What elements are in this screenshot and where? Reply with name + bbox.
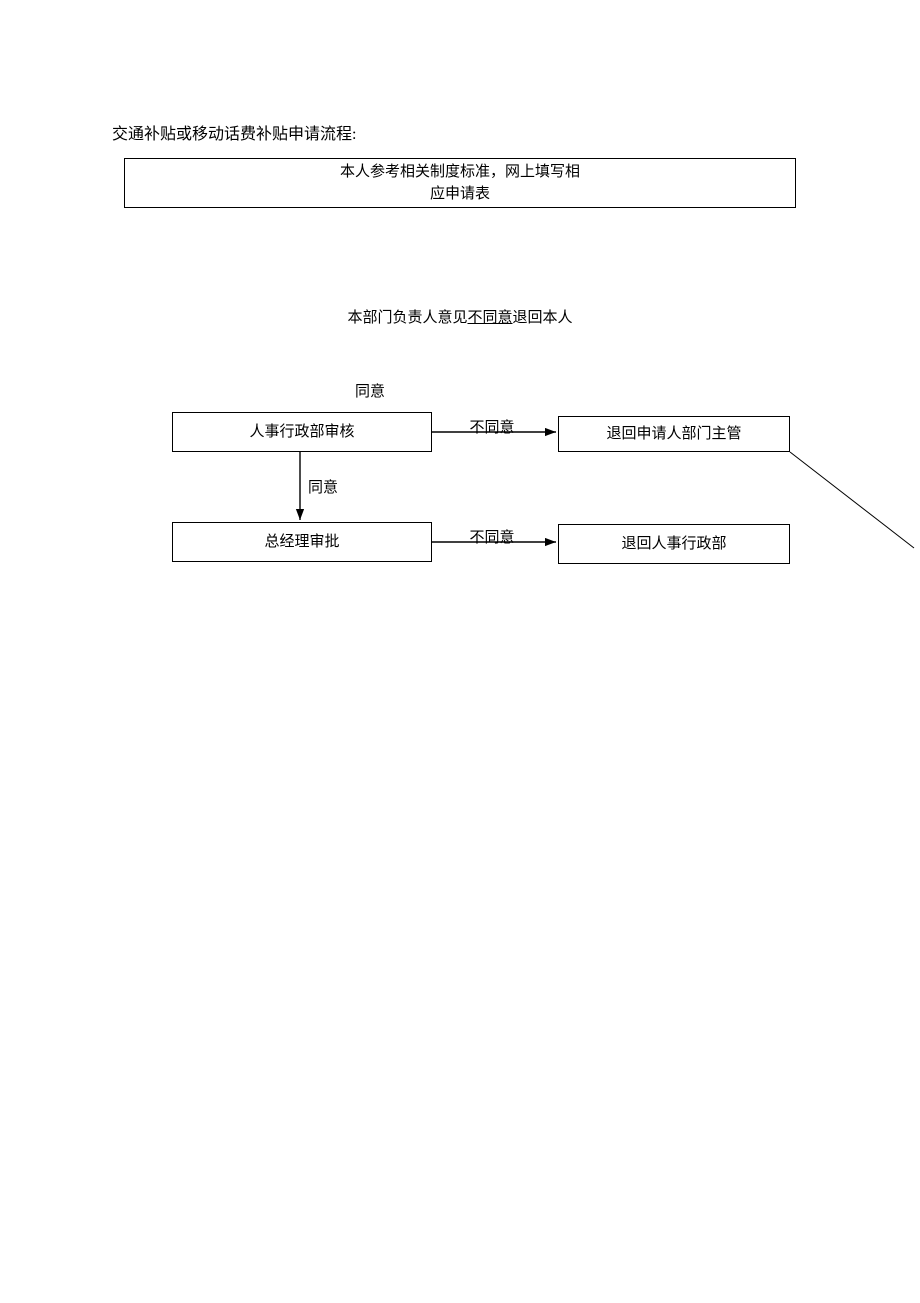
dept-opinion-pre: 本部门负责人意见 (347, 310, 467, 326)
node-start: 本人参考相关制度标准，网上填写相 应申请表 (124, 158, 796, 208)
node-hr-review: 人事行政部审核 (172, 412, 432, 452)
edge-diagonal (790, 452, 914, 548)
node-gm-approval: 总经理审批 (172, 522, 432, 562)
node-start-line2: 应申请表 (430, 183, 490, 206)
disagree-label-2: 不同意 (462, 526, 522, 547)
page: 交通补贴或移动话费补贴申请流程: 本人参考相关制度标准，网上填写相 应申请表 本… (0, 0, 920, 1303)
agree-above-hr: 同意 (340, 380, 400, 401)
node-return-hr: 退回人事行政部 (558, 524, 790, 564)
node-start-line1: 本人参考相关制度标准，网上填写相 (340, 161, 580, 184)
dept-opinion-label: 本部门负责人意见不同意退回本人 (340, 306, 580, 327)
page-title: 交通补贴或移动话费补贴申请流程: (112, 120, 356, 144)
agree-vertical: 同意 (308, 476, 348, 497)
dept-opinion-post: 退回本人 (513, 310, 573, 326)
dept-opinion-ul: 不同意 (467, 310, 512, 326)
node-return-supervisor: 退回申请人部门主管 (558, 416, 790, 452)
disagree-label-1: 不同意 (462, 416, 522, 437)
